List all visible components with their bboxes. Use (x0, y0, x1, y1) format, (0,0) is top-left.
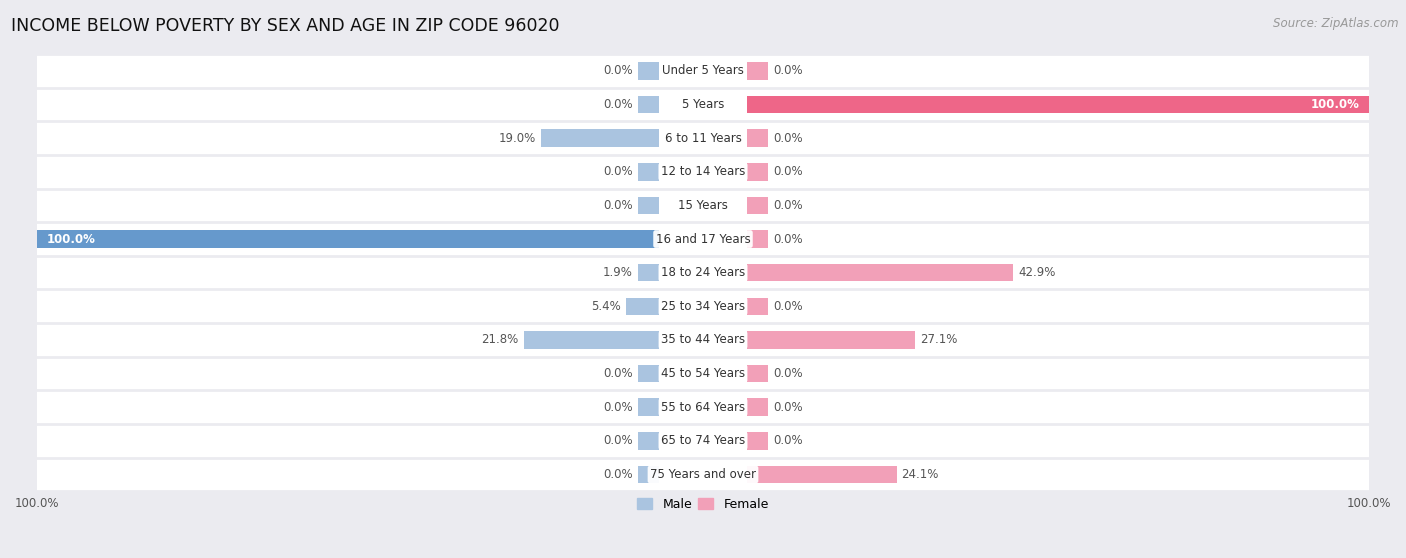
Bar (638, 264, 659, 281)
Bar (747, 62, 768, 80)
Bar (37, 357, 1369, 391)
Bar (747, 196, 768, 214)
Bar (747, 264, 1014, 281)
Text: 0.0%: 0.0% (773, 64, 803, 78)
Bar (638, 96, 659, 113)
Bar (638, 466, 659, 483)
Text: 0.0%: 0.0% (773, 367, 803, 380)
Text: 0.0%: 0.0% (773, 233, 803, 246)
Bar (37, 222, 1369, 256)
Bar (638, 62, 659, 80)
Text: 1.9%: 1.9% (603, 266, 633, 279)
Text: 100.0%: 100.0% (46, 233, 96, 246)
Text: 65 to 74 Years: 65 to 74 Years (661, 434, 745, 448)
Bar (37, 458, 1369, 491)
Bar (747, 398, 768, 416)
Bar (626, 297, 659, 315)
Bar (747, 129, 768, 147)
Bar (638, 196, 659, 214)
Text: 0.0%: 0.0% (773, 300, 803, 313)
Legend: Male, Female: Male, Female (633, 493, 773, 516)
Bar (747, 96, 1369, 113)
Bar (37, 290, 1369, 323)
Bar (37, 391, 1369, 424)
Bar (524, 331, 659, 349)
Bar (747, 163, 768, 181)
Bar (37, 256, 1369, 290)
Text: 0.0%: 0.0% (773, 165, 803, 178)
Text: 18 to 24 Years: 18 to 24 Years (661, 266, 745, 279)
Bar (638, 398, 659, 416)
Text: 6 to 11 Years: 6 to 11 Years (665, 132, 741, 145)
Bar (747, 466, 897, 483)
Text: 100.0%: 100.0% (1310, 98, 1360, 111)
Text: 5 Years: 5 Years (682, 98, 724, 111)
Bar (37, 88, 1369, 121)
Bar (541, 129, 659, 147)
Bar (37, 230, 659, 248)
Bar (747, 365, 768, 382)
Bar (638, 163, 659, 181)
Text: 35 to 44 Years: 35 to 44 Years (661, 334, 745, 347)
Text: 42.9%: 42.9% (1018, 266, 1056, 279)
Text: 75 Years and over: 75 Years and over (650, 468, 756, 481)
Bar (747, 297, 768, 315)
Text: 0.0%: 0.0% (603, 401, 633, 413)
Bar (37, 155, 1369, 189)
Text: 19.0%: 19.0% (499, 132, 536, 145)
Bar (747, 331, 915, 349)
Text: 55 to 64 Years: 55 to 64 Years (661, 401, 745, 413)
Text: 0.0%: 0.0% (603, 64, 633, 78)
Bar (638, 432, 659, 450)
Text: 0.0%: 0.0% (773, 132, 803, 145)
Text: 0.0%: 0.0% (603, 367, 633, 380)
Text: 21.8%: 21.8% (482, 334, 519, 347)
Text: 0.0%: 0.0% (603, 434, 633, 448)
Bar (37, 323, 1369, 357)
Text: 12 to 14 Years: 12 to 14 Years (661, 165, 745, 178)
Bar (37, 54, 1369, 88)
Bar (747, 230, 768, 248)
Bar (37, 121, 1369, 155)
Bar (37, 424, 1369, 458)
Text: 0.0%: 0.0% (603, 165, 633, 178)
Text: 16 and 17 Years: 16 and 17 Years (655, 233, 751, 246)
Text: 0.0%: 0.0% (773, 199, 803, 212)
Text: 25 to 34 Years: 25 to 34 Years (661, 300, 745, 313)
Text: 0.0%: 0.0% (773, 401, 803, 413)
Text: 15 Years: 15 Years (678, 199, 728, 212)
Text: 5.4%: 5.4% (591, 300, 621, 313)
Text: 0.0%: 0.0% (603, 199, 633, 212)
Text: 27.1%: 27.1% (920, 334, 957, 347)
Bar (37, 189, 1369, 222)
Bar (747, 432, 768, 450)
Text: 0.0%: 0.0% (603, 468, 633, 481)
Text: Source: ZipAtlas.com: Source: ZipAtlas.com (1274, 17, 1399, 30)
Text: 45 to 54 Years: 45 to 54 Years (661, 367, 745, 380)
Text: 0.0%: 0.0% (773, 434, 803, 448)
Text: 24.1%: 24.1% (901, 468, 939, 481)
Bar (638, 365, 659, 382)
Text: 0.0%: 0.0% (603, 98, 633, 111)
Text: Under 5 Years: Under 5 Years (662, 64, 744, 78)
Text: INCOME BELOW POVERTY BY SEX AND AGE IN ZIP CODE 96020: INCOME BELOW POVERTY BY SEX AND AGE IN Z… (11, 17, 560, 35)
